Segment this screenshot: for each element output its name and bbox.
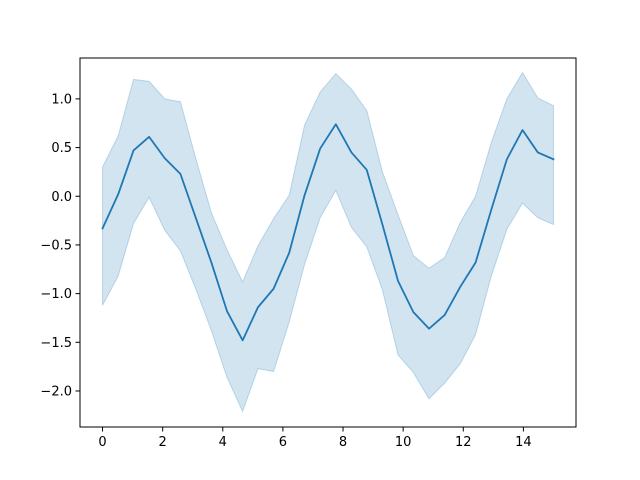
y-tick-label: 1.0	[51, 92, 72, 107]
series-line-0	[101, 123, 555, 342]
x-tick-label: 6	[279, 435, 287, 450]
y-tick-label: −1.0	[40, 287, 72, 302]
x-tick-label: 4	[219, 435, 227, 450]
y-tick-label: −2.0	[40, 384, 72, 399]
x-tick-label: 14	[515, 435, 532, 450]
x-tick-label: 12	[455, 435, 472, 450]
x-tick-label: 2	[159, 435, 167, 450]
y-axis-ticks: 1.0 0.5 0.0 −0.5 −1.0 −1.5 −2.0	[40, 92, 80, 399]
x-tick-label: 8	[339, 435, 347, 450]
y-tick-label: 0.0	[51, 190, 72, 205]
x-tick-label: 0	[98, 435, 106, 450]
x-tick-label: 10	[395, 435, 412, 450]
series-line-layer	[101, 123, 555, 342]
x-axis-ticks: 0 2 4 6 8 10 12 14	[98, 427, 532, 450]
confidence-band-0	[102, 71, 554, 413]
y-tick-label: −0.5	[40, 238, 72, 253]
y-tick-label: 0.5	[51, 141, 72, 156]
axes-frame	[79, 57, 577, 428]
y-tick-label: −1.5	[40, 336, 72, 351]
confidence-band-layer	[102, 71, 554, 413]
